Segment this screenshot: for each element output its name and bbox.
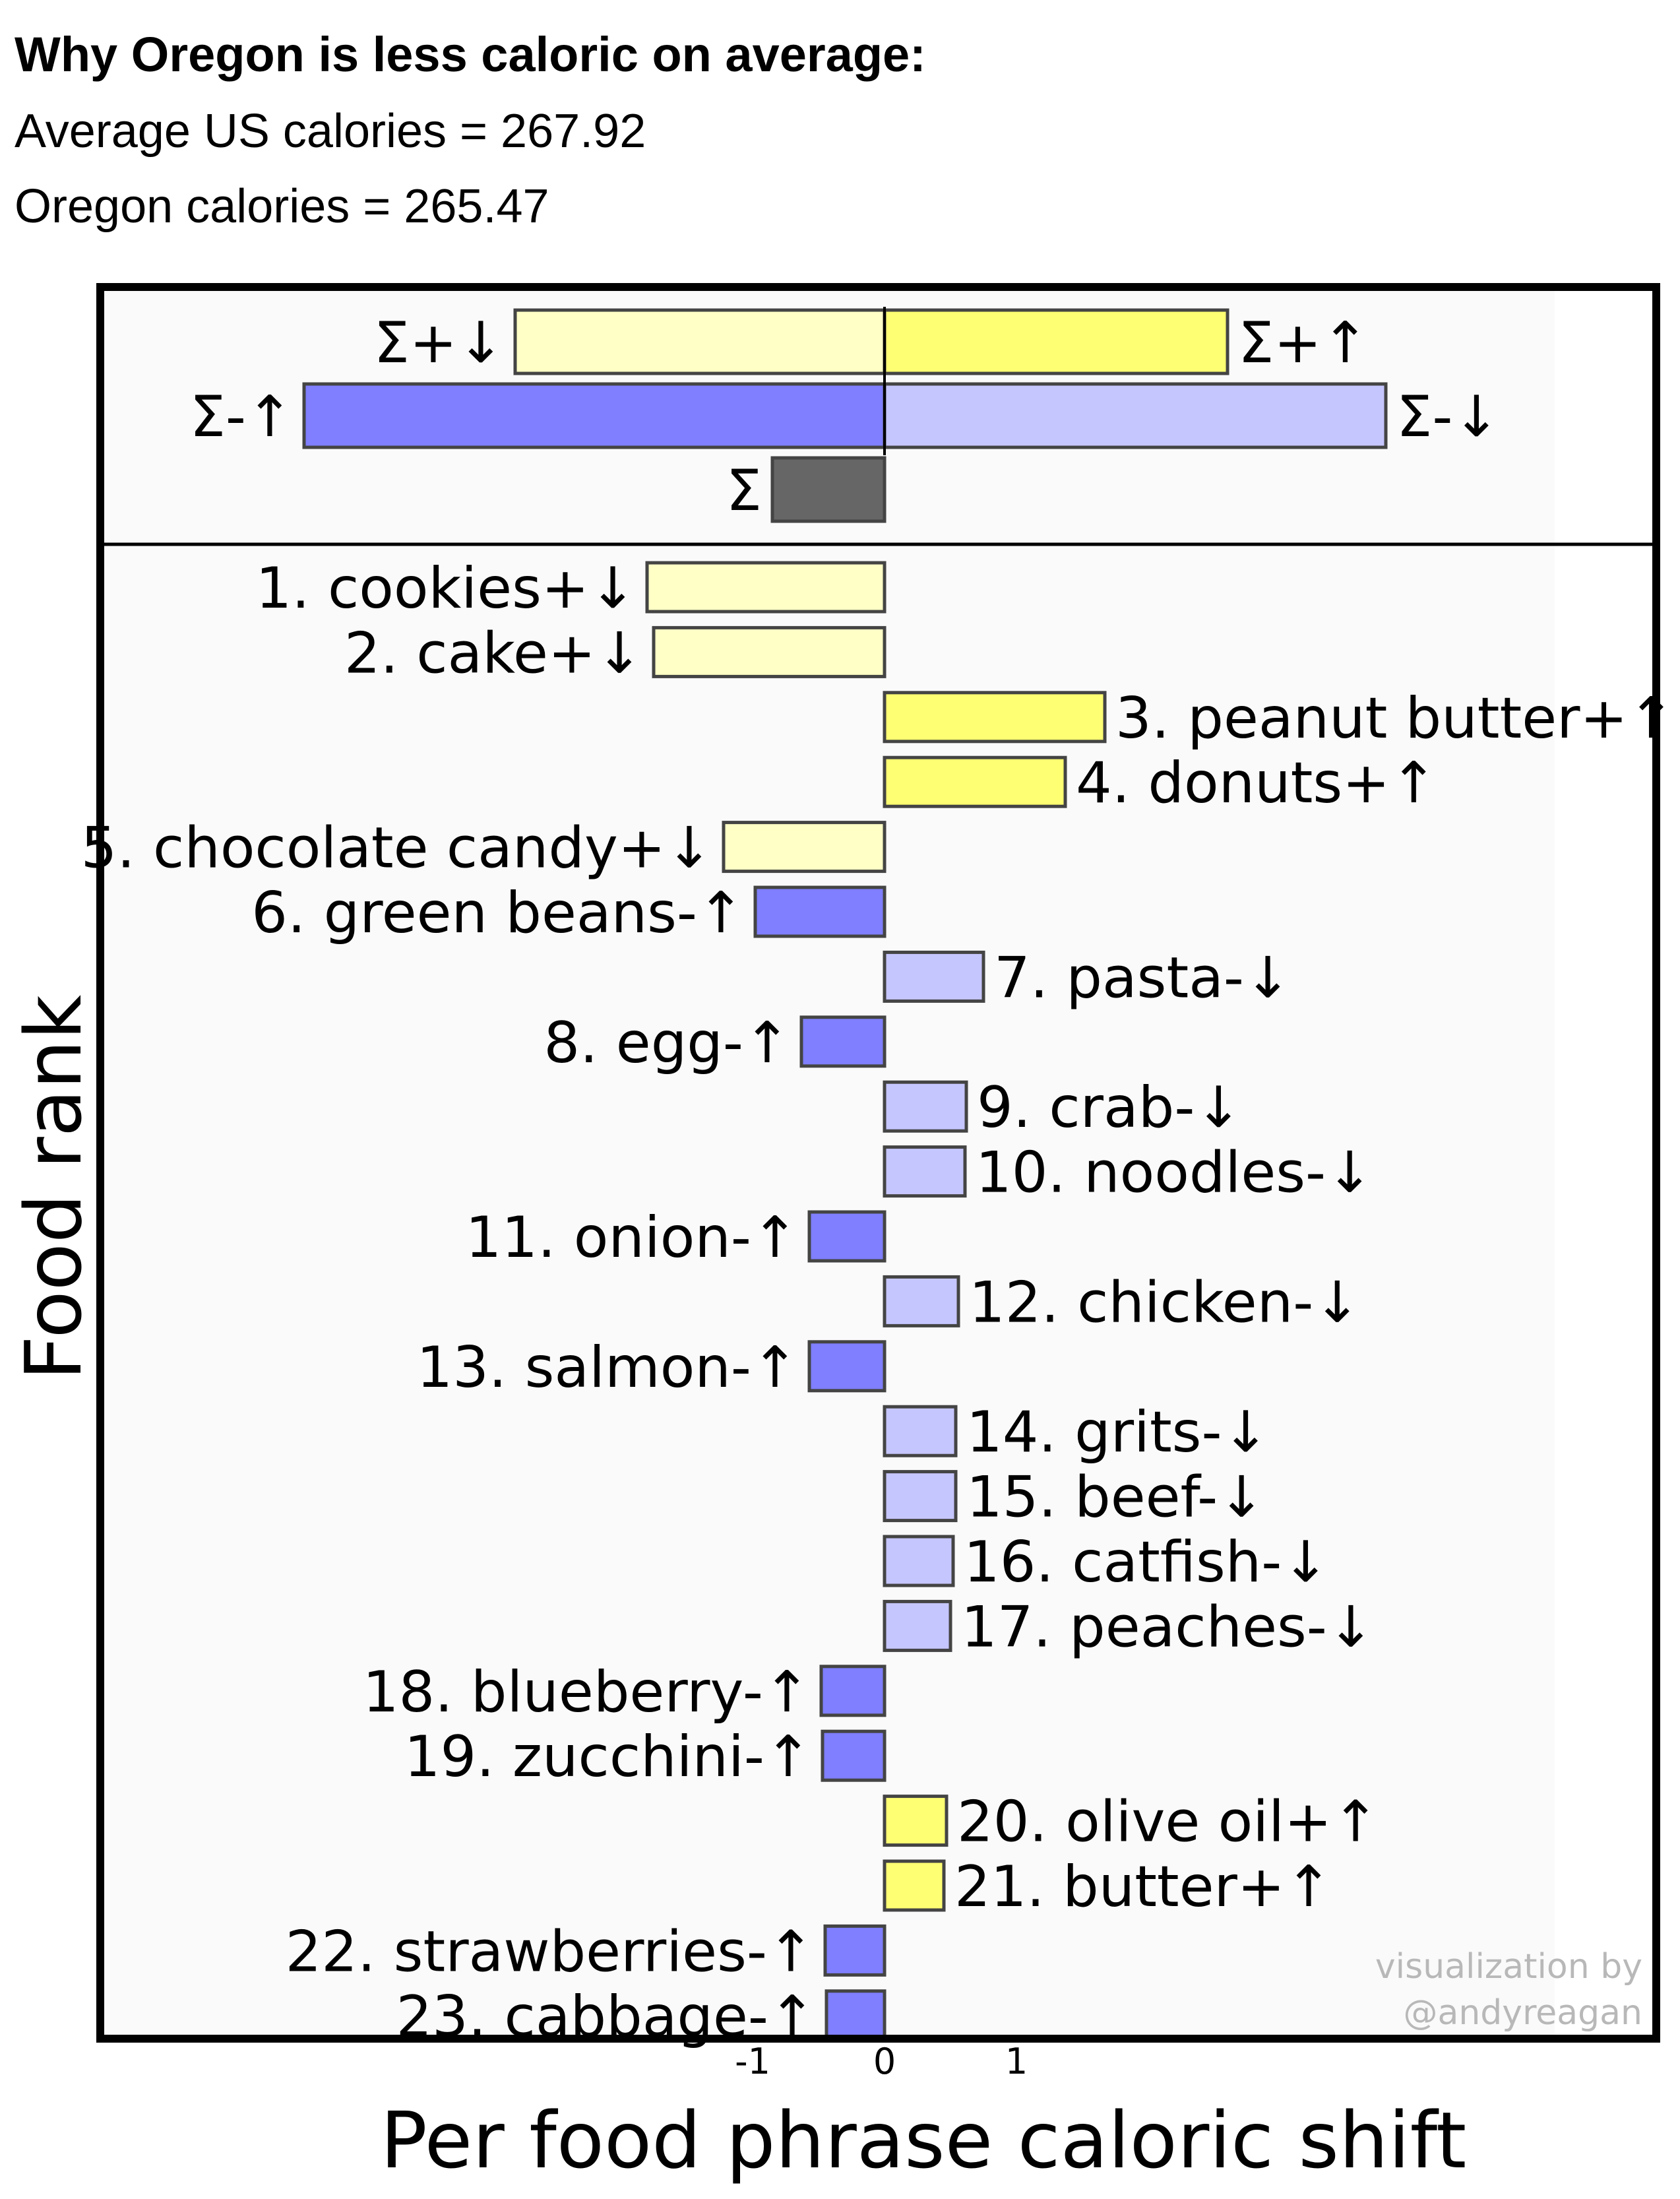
food-bar-3-peanut-butter-plus-up bbox=[883, 691, 1107, 744]
food-label-12-chicken-down: 12. chicken-↓ bbox=[969, 1269, 1361, 1335]
summary-bar-sum bbox=[770, 456, 887, 523]
summary-label-sum-plus-up: Σ+↑ bbox=[1238, 310, 1369, 376]
food-bar-2-cake-plus-down bbox=[652, 625, 887, 678]
subtitle-oregon: Oregon calories = 265.47 bbox=[15, 180, 549, 233]
plot-frame bbox=[96, 283, 1660, 2043]
food-label-16-catfish-down: 16. catfish-↓ bbox=[964, 1529, 1329, 1595]
food-label-18-blueberry-up: 18. blueberry-↑ bbox=[363, 1659, 811, 1725]
chart-title: Why Oregon is less caloric on average: bbox=[15, 27, 926, 82]
food-label-19-zucchini-up: 19. zucchini-↑ bbox=[404, 1724, 812, 1790]
credit-line-2: @andyreagan bbox=[1403, 1993, 1642, 2033]
y-axis-label: Food rank bbox=[8, 995, 99, 1380]
food-bar-10-noodles-down bbox=[883, 1145, 967, 1198]
x-tick-label: 0 bbox=[873, 2041, 896, 2082]
food-label-6-green-beans-up: 6. green beans-↑ bbox=[251, 880, 745, 946]
food-bar-14-grits-down bbox=[883, 1405, 958, 1457]
food-bar-12-chicken-down bbox=[883, 1275, 960, 1327]
food-bar-7-pasta-down bbox=[883, 950, 985, 1003]
food-bar-5-chocolate-candy-plus-down bbox=[722, 821, 887, 874]
summary-label-sum-down: Σ-↓ bbox=[1396, 384, 1500, 450]
food-bar-4-donuts-plus-up bbox=[883, 755, 1067, 808]
food-label-17-peaches-down: 17. peaches-↓ bbox=[961, 1594, 1375, 1660]
x-tick-label: -1 bbox=[735, 2041, 770, 2082]
food-label-21-butter-plus-up: 21. butter+↑ bbox=[954, 1854, 1332, 1920]
food-label-8-egg-up: 8. egg-↑ bbox=[544, 1010, 791, 1076]
food-bar-22-strawberries-up bbox=[823, 1924, 887, 1977]
food-bar-23-cabbage-up bbox=[824, 1989, 887, 2042]
summary-bar-sum-down bbox=[883, 382, 1388, 449]
food-bar-16-catfish-down bbox=[883, 1535, 955, 1587]
x-tick-label: 1 bbox=[1005, 2041, 1028, 2082]
food-label-22-strawberries-up: 22. strawberries-↑ bbox=[286, 1919, 815, 1985]
food-label-2-cake-plus-down: 2. cake+↓ bbox=[344, 620, 643, 686]
food-bar-18-blueberry-up bbox=[819, 1665, 887, 1717]
food-label-9-crab-down: 9. crab-↓ bbox=[977, 1075, 1242, 1141]
x-axis-label: Per food phrase caloric shift bbox=[381, 2095, 1467, 2186]
food-label-4-donuts-plus-up: 4. donuts+↑ bbox=[1076, 750, 1437, 816]
food-bar-17-peaches-down bbox=[883, 1599, 952, 1652]
food-bar-1-cookies-plus-down bbox=[645, 561, 887, 614]
summary-bar-sum-plus-down bbox=[513, 308, 887, 375]
food-label-11-onion-up: 11. onion-↑ bbox=[466, 1205, 799, 1271]
food-bar-21-butter-plus-up bbox=[883, 1859, 946, 1912]
food-label-5-chocolate-candy-plus-down: 5. chocolate candy+↓ bbox=[81, 815, 713, 881]
summary-bar-sum-plus-up bbox=[883, 308, 1229, 375]
food-label-20-olive-oil-plus-up: 20. olive oil+↑ bbox=[957, 1789, 1379, 1855]
food-bar-19-zucchini-up bbox=[821, 1729, 887, 1782]
food-label-7-pasta-down: 7. pasta-↓ bbox=[994, 945, 1291, 1011]
summary-label-sum: Σ bbox=[726, 458, 762, 524]
food-label-14-grits-down: 14. grits-↓ bbox=[966, 1399, 1270, 1465]
summary-label-sum-up: Σ-↑ bbox=[190, 384, 294, 450]
food-label-3-peanut-butter-plus-up: 3. peanut butter+↑ bbox=[1115, 685, 1675, 751]
food-bar-9-crab-down bbox=[883, 1080, 968, 1133]
food-bar-20-olive-oil-plus-up bbox=[883, 1795, 949, 1847]
food-bar-15-beef-down bbox=[883, 1470, 958, 1523]
summary-bar-sum-up bbox=[302, 382, 887, 449]
food-bar-11-onion-up bbox=[807, 1210, 887, 1263]
food-label-10-noodles-down: 10. noodles-↓ bbox=[976, 1140, 1373, 1206]
food-label-13-salmon-up: 13. salmon-↑ bbox=[417, 1335, 799, 1401]
food-bar-8-egg-up bbox=[799, 1015, 887, 1068]
subtitle-us-average: Average US calories = 267.92 bbox=[15, 105, 646, 158]
credit-line-1: visualization by bbox=[1375, 1947, 1642, 1987]
food-bar-13-salmon-up bbox=[807, 1340, 887, 1393]
food-label-1-cookies-plus-down: 1. cookies+↓ bbox=[256, 556, 637, 621]
food-label-15-beef-down: 15. beef-↓ bbox=[966, 1465, 1265, 1531]
summary-label-sum-plus-down: Σ+↓ bbox=[374, 310, 505, 376]
food-bar-6-green-beans-up bbox=[753, 885, 887, 938]
